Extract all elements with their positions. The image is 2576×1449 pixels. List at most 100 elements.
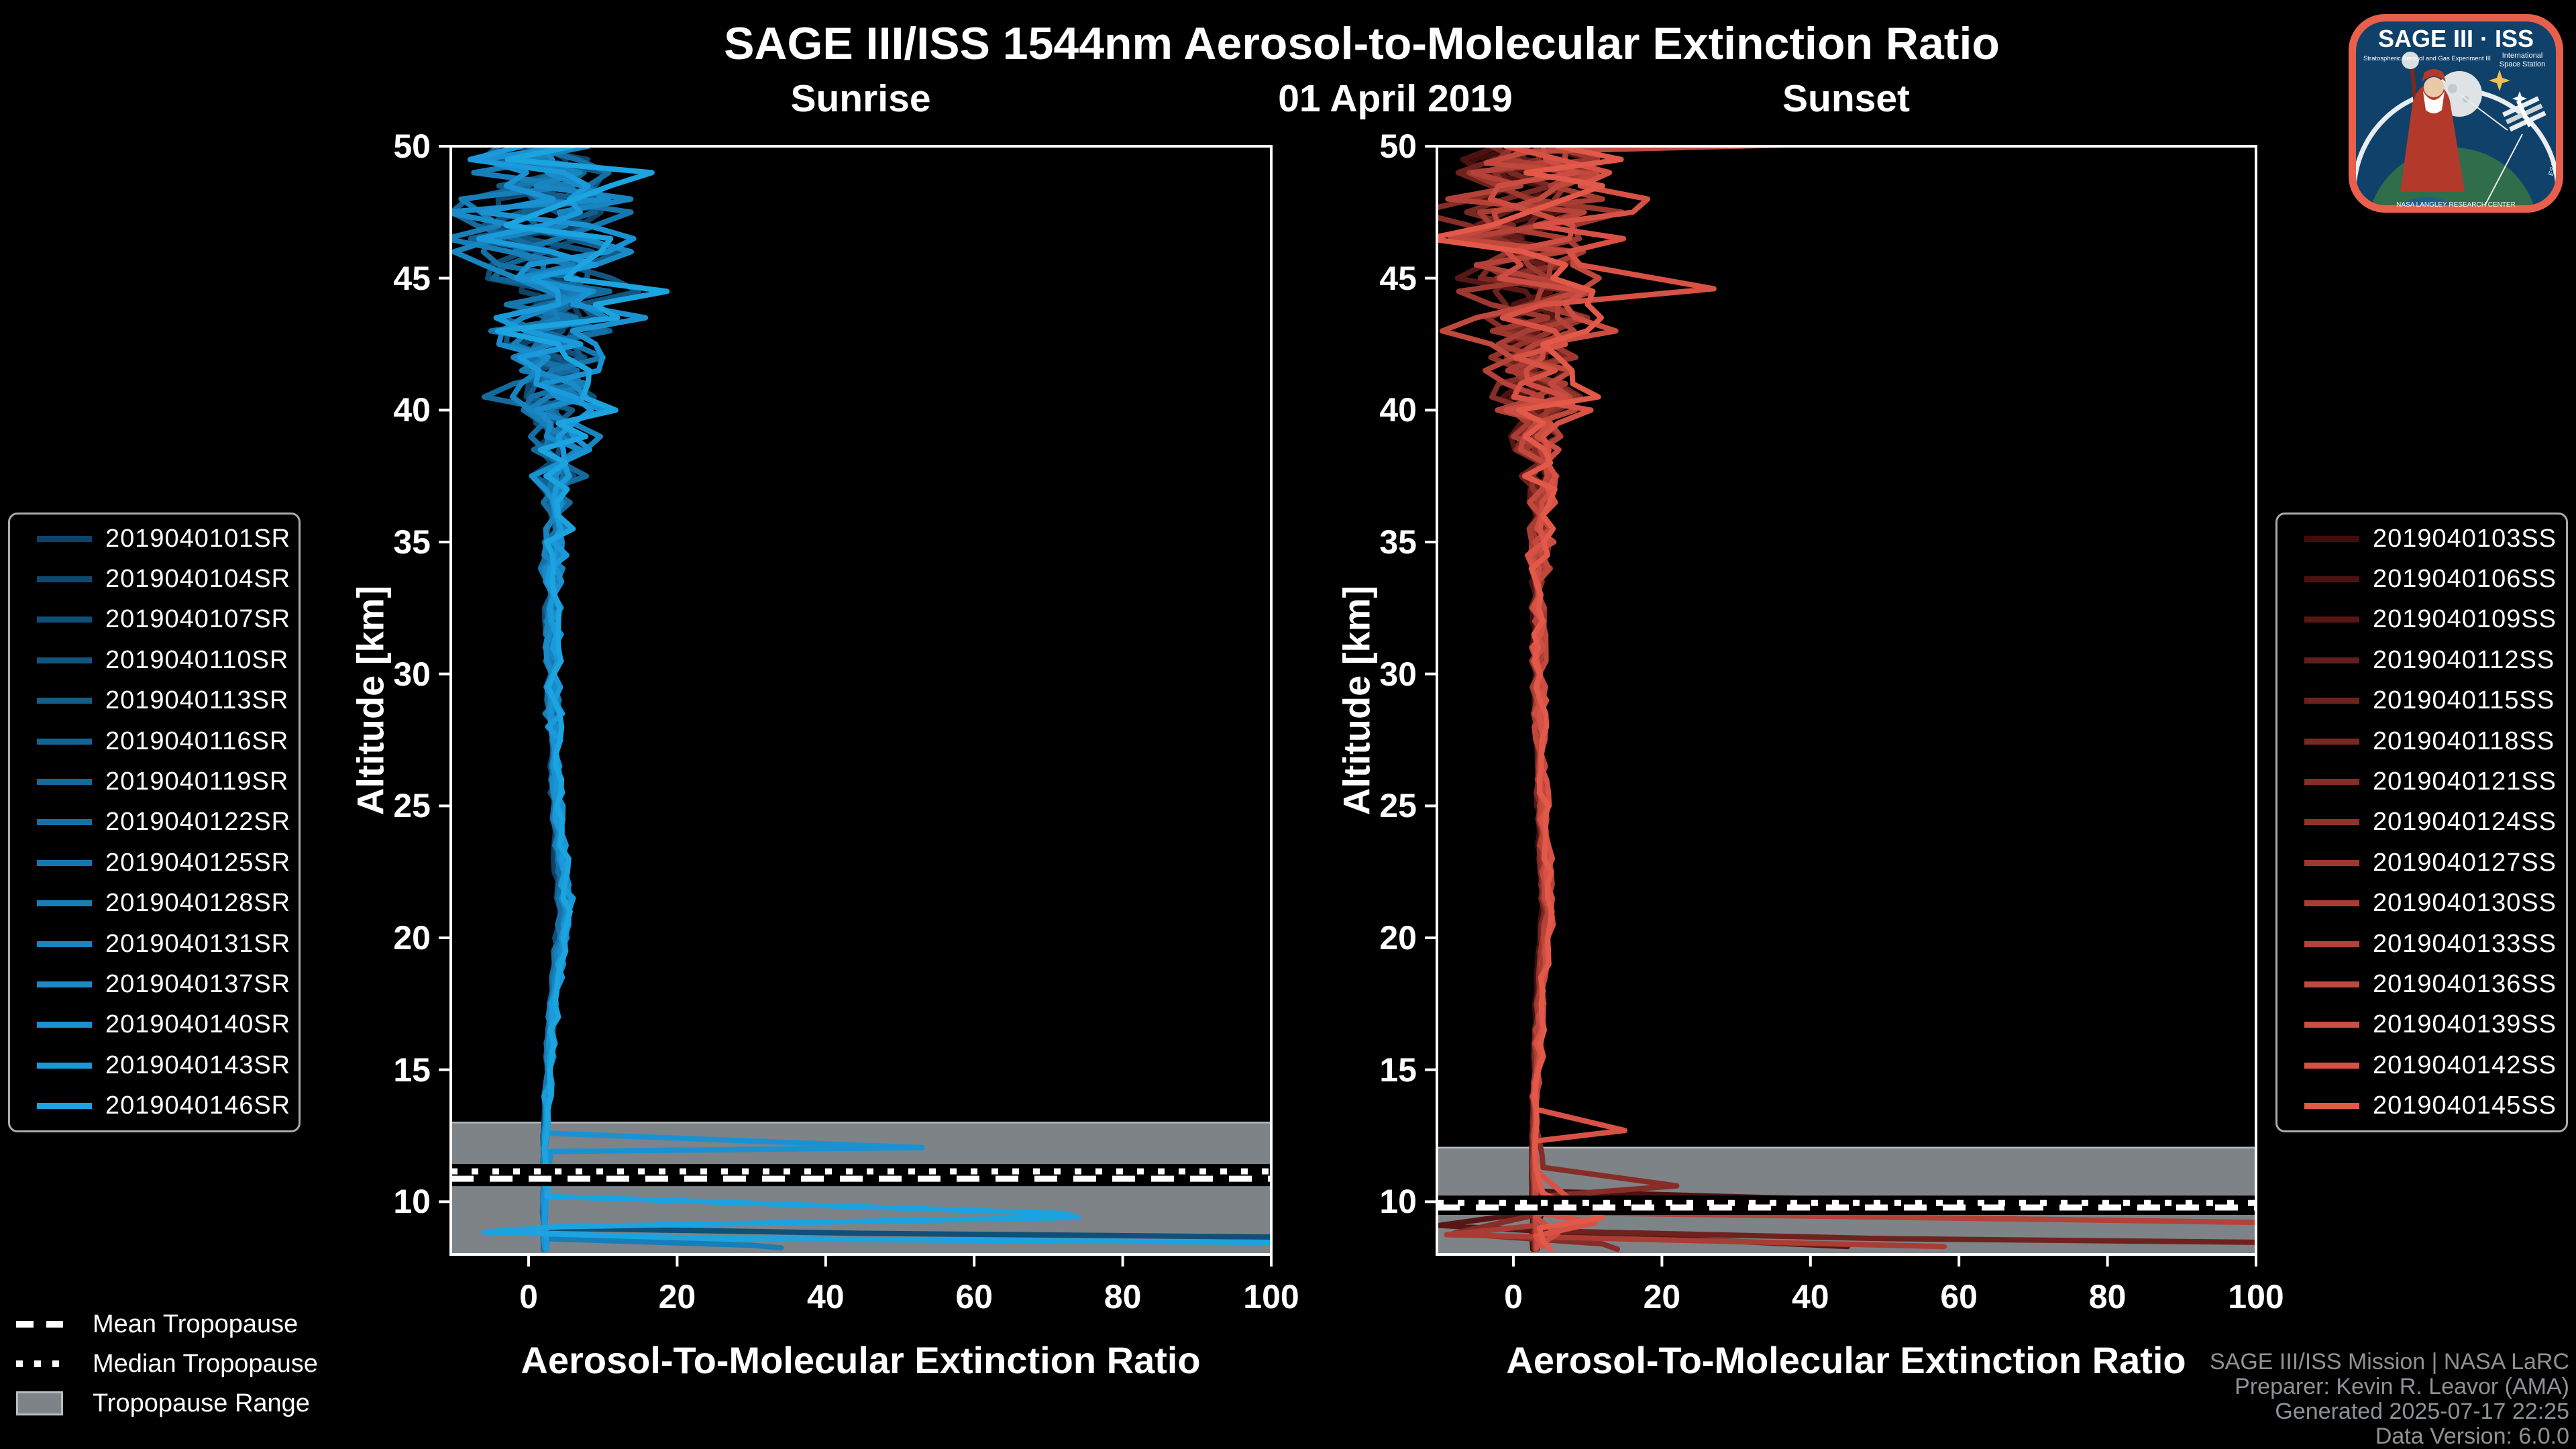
logo-title: SAGE III · ISS: [2378, 25, 2534, 52]
logo-side-text: ESA: [2548, 162, 2559, 176]
legend-swatch: [37, 1062, 92, 1069]
axes-frame: [449, 145, 1273, 1256]
legend-label: 2019040130SS: [2373, 889, 2557, 918]
logo-subtitle-left: Stratospheric Aerosol and Gas Experiment…: [2363, 55, 2491, 62]
panel-title-sunset: Sunset: [1782, 77, 1911, 120]
legend-item: 2019040106SS: [2277, 561, 2566, 598]
profile-line-2019040145SS: [1437, 146, 1624, 1252]
y-tick-label: 20: [1379, 919, 1417, 957]
y-tick-label: 10: [393, 1183, 431, 1221]
panel-plot-area-sunrise: [451, 146, 1271, 1254]
legend-label: 2019040101SR: [105, 524, 291, 553]
legend-label: 2019040103SS: [2373, 524, 2557, 553]
logo-star-icon: [2489, 70, 2510, 91]
legend-item: 2019040112SS: [2277, 641, 2566, 679]
x-tick-label: 0: [1504, 1278, 1523, 1316]
legend-swatch: [2304, 779, 2359, 786]
y-tick-label: 45: [1379, 259, 1417, 297]
x-tick-label: 100: [1243, 1278, 1299, 1316]
legend-label: 2019040128SR: [105, 889, 291, 918]
legend-swatch: [37, 1022, 92, 1028]
logo-subtitle-right1: International: [2502, 52, 2543, 60]
profile-line-2019040146SR: [481, 146, 1271, 1246]
legend-item: 2019040116SR: [10, 722, 299, 760]
legend-item: 2019040131SR: [10, 925, 299, 963]
dotted-swatch: [16, 1360, 63, 1367]
y-tick-label: 45: [393, 259, 431, 297]
legend-item: 2019040110SR: [10, 641, 299, 679]
legend-item: 2019040143SR: [10, 1046, 299, 1084]
tropopause-legend-label: Mean Tropopause: [93, 1309, 299, 1338]
logo-subtitle-right2: Space Station: [2500, 60, 2546, 68]
legend-label: 2019040113SR: [105, 686, 289, 715]
band-swatch: [16, 1391, 63, 1415]
legend-label: 2019040131SR: [105, 929, 291, 958]
logo-sage-figure: [2400, 52, 2465, 193]
legend-swatch: [2304, 738, 2359, 745]
legend-item: 2019040122SR: [10, 804, 299, 841]
legend-item: 2019040137SR: [10, 965, 299, 1003]
y-tick-label: 40: [1379, 391, 1417, 429]
legend-label: 2019040140SR: [105, 1010, 291, 1039]
legend-item: 2019040104SR: [10, 561, 299, 598]
legend-swatch: [2304, 900, 2359, 907]
y-tick-label: 35: [393, 523, 431, 561]
legend-item: 2019040133SS: [2277, 925, 2566, 963]
legend-label: 2019040121SS: [2373, 767, 2557, 796]
date-label: 01 April 2019: [1278, 77, 1513, 120]
figure-title: SAGE III/ISS 1544nm Aerosol-to-Molecular…: [724, 18, 2000, 69]
y-tick-label: 40: [393, 391, 431, 429]
legend-label: 2019040136SS: [2373, 969, 2557, 998]
legend-label: 2019040104SR: [105, 565, 291, 594]
legend-item: 2019040119SR: [10, 763, 299, 801]
legend-label: 2019040107SR: [105, 605, 291, 634]
x-tick-label: 20: [1643, 1278, 1681, 1316]
legend-swatch: [37, 941, 92, 947]
profile-line-2019040115SS: [1455, 146, 2256, 1245]
legend-swatch: [2304, 1022, 2359, 1028]
legend-label: 2019040118SS: [2373, 727, 2555, 755]
tropopause-legend-label: Median Tropopause: [93, 1349, 318, 1378]
legend-label: 2019040145SS: [2373, 1091, 2557, 1120]
logo-arc-text: NASA LANGLEY RESEARCH CENTER: [2396, 201, 2516, 209]
legend-swatch: [37, 1103, 92, 1110]
legend-label: 2019040133SS: [2373, 929, 2557, 958]
x-tick-label: 80: [2088, 1278, 2127, 1316]
legend-label: 2019040116SR: [105, 727, 289, 755]
logo-iss-icon: [2502, 96, 2546, 132]
legend-label: 2019040112SS: [2373, 645, 2555, 674]
x-tick-label: 40: [1791, 1278, 1829, 1316]
tropopause-legend-item: Median Tropopause: [16, 1349, 318, 1379]
x-axis-label-sunset: Aerosol-To-Molecular Extinction Ratio: [1506, 1339, 2186, 1381]
legend-sunrise: 2019040101SR 2019040104SR 2019040107SR 2019…: [8, 513, 301, 1132]
legend-label: 2019040110SR: [105, 645, 289, 674]
y-tick-label: 30: [393, 655, 431, 693]
legend-item: 2019040107SR: [10, 601, 299, 639]
profile-line-2019040133SS: [1445, 146, 2256, 1226]
x-tick-label: 20: [658, 1278, 696, 1316]
legend-item: 2019040103SS: [2277, 520, 2566, 557]
legend-swatch: [37, 738, 92, 745]
legend-label: 2019040142SS: [2373, 1051, 2557, 1079]
legend-item: 2019040101SR: [10, 520, 299, 557]
attribution-line: Data Version: 6.0.0: [2375, 1424, 2569, 1449]
legend-item: 2019040130SS: [2277, 885, 2566, 922]
legend-swatch: [2304, 981, 2359, 987]
legend-item: 2019040145SS: [2277, 1087, 2566, 1125]
x-tick-label: 80: [1104, 1278, 1142, 1316]
legend-swatch: [37, 657, 92, 663]
y-tick-label: 25: [1379, 787, 1417, 825]
legend-swatch: [37, 859, 92, 866]
legend-item: 2019040142SS: [2277, 1046, 2566, 1084]
panel-plot-area-sunset: [1437, 146, 2256, 1254]
panel-title-sunrise: Sunrise: [790, 77, 931, 120]
legend-label: 2019040124SS: [2373, 808, 2557, 837]
y-tick-label: 25: [393, 787, 431, 825]
legend-swatch: [37, 616, 92, 623]
legend-label: 2019040139SS: [2373, 1010, 2557, 1039]
legend-swatch: [2304, 941, 2359, 947]
legend-label: 2019040143SR: [105, 1051, 291, 1079]
attribution-line: Generated 2025-07-17 22:25: [2275, 1399, 2569, 1424]
x-tick-label: 0: [519, 1278, 538, 1316]
legend-swatch: [37, 535, 92, 542]
